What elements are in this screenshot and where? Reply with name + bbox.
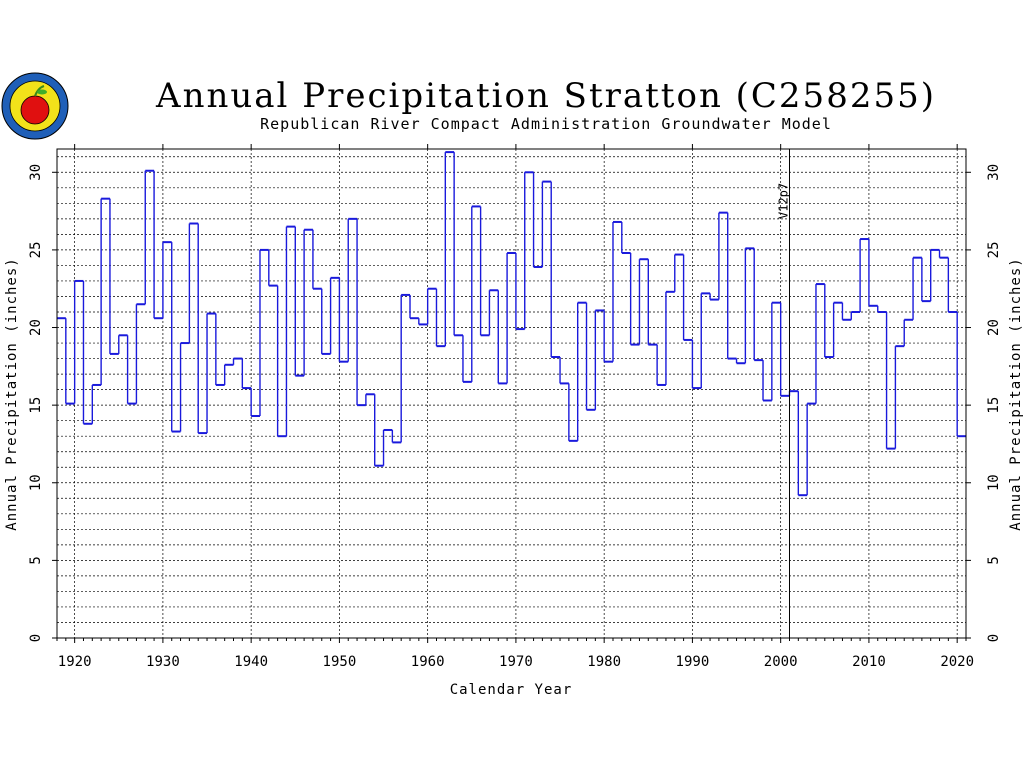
y-tick-label-left: 30	[28, 164, 44, 181]
x-tick-label: 1960	[411, 654, 445, 670]
x-tick-label: 1970	[499, 654, 533, 670]
y-tick-label-left: 5	[28, 556, 44, 564]
x-tick-label: 1990	[676, 654, 710, 670]
y-tick-label-left: 0	[28, 634, 44, 642]
axis-ticks: 1920 1930 1940 1950 1960 1970 1980 1990 2000 2010…	[28, 144, 1002, 670]
y-tick-label-right: 30	[986, 164, 1002, 181]
rrca-seal-logo	[1, 72, 69, 140]
y-tick-label-right: 25	[986, 241, 1002, 258]
y-tick-label-left: 10	[28, 474, 44, 491]
x-tick-label: 2020	[940, 654, 974, 670]
plot-frame	[56, 148, 967, 639]
y-tick-label-right: 5	[986, 556, 1002, 564]
x-axis-label: Calendar Year	[450, 682, 573, 698]
x-tick-label: 1940	[234, 654, 268, 670]
v12p7-label: V12p7	[776, 183, 790, 219]
grid	[57, 149, 966, 638]
y-tick-label-right: 0	[986, 634, 1002, 642]
x-tick-label: 1980	[587, 654, 621, 670]
y-axis-label-right: Annual Precipitation (inches)	[1008, 257, 1024, 530]
y-tick-label-left: 25	[28, 241, 44, 258]
chart-title: Annual Precipitation Stratton (C258255)	[155, 76, 936, 116]
chart-subtitle: Republican River Compact Administration …	[260, 115, 832, 133]
x-tick-label: 1930	[146, 654, 180, 670]
x-tick-label: 1920	[58, 654, 92, 670]
annotation: V12p7	[776, 149, 790, 638]
y-tick-label-left: 15	[28, 397, 44, 414]
y-tick-label-right: 20	[986, 319, 1002, 336]
y-tick-label-right: 10	[986, 474, 1002, 491]
x-tick-label: 2010	[852, 654, 886, 670]
x-tick-label: 1950	[323, 654, 357, 670]
series-group	[57, 151, 966, 497]
y-axis-label-left: Annual Precipitation (inches)	[4, 257, 20, 530]
y-tick-label-left: 20	[28, 319, 44, 336]
x-tick-label: 2000	[764, 654, 798, 670]
y-tick-label-right: 15	[986, 397, 1002, 414]
